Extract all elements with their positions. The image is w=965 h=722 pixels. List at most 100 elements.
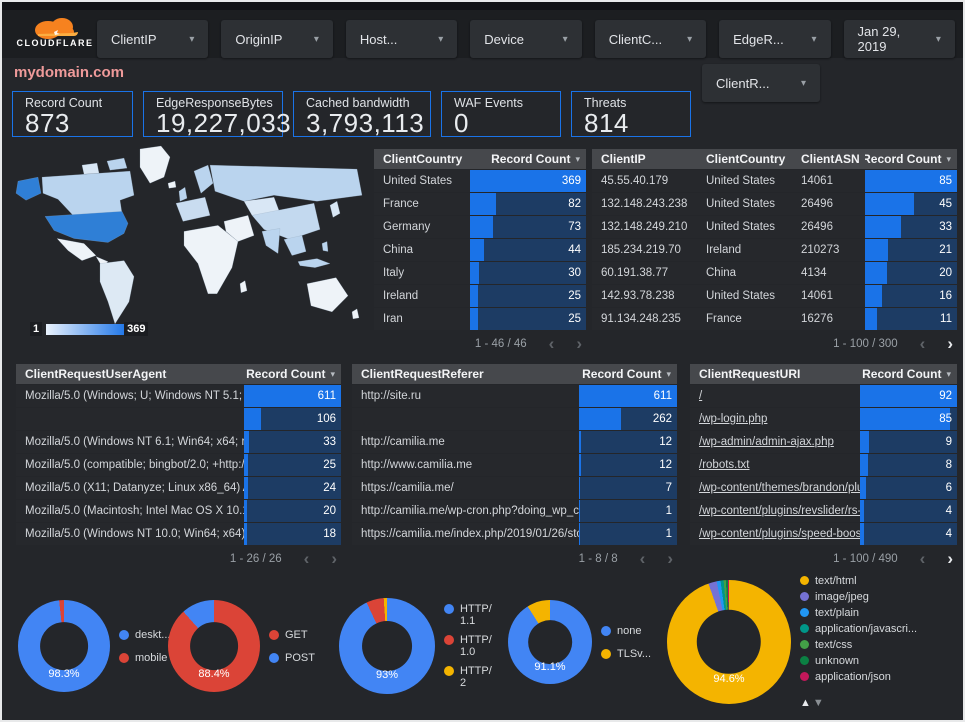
legend-color-dot xyxy=(800,624,809,633)
uri-link[interactable]: /wp-content/plugins/speed-booste... xyxy=(699,528,860,540)
table-cell: Iran xyxy=(383,313,403,325)
pagination-next-icon[interactable]: › xyxy=(331,549,337,568)
record-count-bar-cell: 20 xyxy=(244,500,341,522)
table-header-row: ClientRequestReferer Record Count ▾ xyxy=(352,364,677,384)
table-cell: United States xyxy=(383,175,453,187)
donut-percent-label: 91.1% xyxy=(534,661,566,674)
record-count-bar xyxy=(244,454,248,476)
pagination-next-icon[interactable]: › xyxy=(947,334,953,353)
pagination-prev-icon[interactable]: ‹ xyxy=(303,549,310,568)
pagination-prev-icon[interactable]: ‹ xyxy=(639,549,646,568)
record-count-value: 16 xyxy=(939,290,952,302)
scorecard-label: Threats xyxy=(584,96,627,110)
uri-link[interactable]: /wp-content/plugins/revslider/rs-p... xyxy=(699,505,860,517)
chevron-down-icon: ▾ xyxy=(562,33,568,45)
legend-color-dot xyxy=(800,592,809,601)
filter-chip-label: ClientC... xyxy=(608,31,663,47)
column-header-label: Record Count xyxy=(491,152,571,166)
column-header-label: ClientCountry xyxy=(383,152,463,166)
donut-legend: HTTP/1.1 HTTP/1.0 HTTP/2 xyxy=(444,603,496,689)
table-row: Germany 73 xyxy=(374,216,586,238)
record-count-value: 106 xyxy=(316,413,336,425)
table-row: Italy 30 xyxy=(374,262,586,284)
filter-chip-clientr[interactable]: ClientR... ▾ xyxy=(702,64,820,102)
chevron-down-icon: ▾ xyxy=(687,33,693,45)
pagination-next-icon[interactable]: › xyxy=(947,549,953,568)
record-count-bar xyxy=(865,262,887,284)
table-row: Mozilla/5.0 (X11; Datanyze; Linux x86_64… xyxy=(16,477,341,499)
table-cell: /wp-content/themes/brandon/plu... xyxy=(690,482,860,494)
record-count-value: 33 xyxy=(323,436,336,448)
filter-chip-clientc-[interactable]: ClientC... ▾ xyxy=(594,20,707,58)
legend-label: application/javascri... xyxy=(815,623,918,635)
column-header-label: ClientRequestURI xyxy=(699,367,801,381)
record-count-value: 11 xyxy=(940,313,952,325)
uri-link[interactable]: /wp-admin/admin-ajax.php xyxy=(699,436,834,448)
legend-scroll-down-icon[interactable]: ▼ xyxy=(812,697,826,709)
table-cell: United States xyxy=(706,175,776,187)
record-count-value: 9 xyxy=(945,436,952,448)
table-pagination: 1 - 8 / 8 ‹ › xyxy=(352,549,677,568)
record-count-bar xyxy=(244,500,248,522)
sort-column-header[interactable]: Record Count ▾ xyxy=(244,367,341,381)
sort-column-header[interactable]: Record Count ▾ xyxy=(470,152,586,166)
table-cell: France xyxy=(383,198,419,210)
legend-label: TLSv... xyxy=(617,647,652,660)
table-row: China 44 xyxy=(374,239,586,261)
record-count-bar xyxy=(579,431,581,453)
table-cell: 26496 xyxy=(801,221,833,233)
donut-hole xyxy=(696,609,762,675)
legend-scroll-up-icon[interactable]: ▲ xyxy=(800,697,813,709)
legend-color-dot xyxy=(269,652,279,663)
date-range-filter[interactable]: Jan 29, 2019 ▾ xyxy=(843,20,955,58)
cloudflare-wordmark: CLOUDFLARE xyxy=(16,38,94,48)
table-cell: /wp-content/plugins/revslider/rs-p... xyxy=(690,505,860,517)
sort-column-header[interactable]: Record Count ▾ xyxy=(579,367,677,381)
filter-chip-edger-[interactable]: EdgeR... ▾ xyxy=(719,20,831,58)
record-count-bar-cell: 20 xyxy=(865,262,957,284)
pagination-next-icon[interactable]: › xyxy=(576,334,582,353)
record-count-value: 25 xyxy=(568,290,581,302)
filter-chip-originip[interactable]: OriginIP ▾ xyxy=(221,20,333,58)
column-header-label: Record Count xyxy=(246,367,326,381)
uri-link[interactable]: /robots.txt xyxy=(699,459,750,471)
record-count-bar-cell: 25 xyxy=(470,285,586,307)
table-cell: 142.93.78.238 xyxy=(601,290,675,302)
uri-link[interactable]: /wp-login.php xyxy=(699,413,768,425)
filter-chip-clientip[interactable]: ClientIP ▾ xyxy=(97,20,209,58)
pagination-next-icon[interactable]: › xyxy=(667,549,673,568)
column-header: ClientCountry xyxy=(374,152,470,166)
table-row: /wp-content/plugins/speed-booste... 4 xyxy=(690,523,957,545)
legend-item: deskt... xyxy=(119,629,170,641)
table-row: Ireland 25 xyxy=(374,285,586,307)
table-row: United States 369 xyxy=(374,170,586,192)
http-version-donut: 93% xyxy=(339,598,435,694)
legend-label: HTTP/1.1 xyxy=(460,603,492,627)
table-row: http://camilia.me 12 xyxy=(352,431,677,453)
legend-item: application/json xyxy=(800,671,917,683)
table-row: / 92 xyxy=(690,385,957,407)
table-cell: Mozilla/5.0 (Windows NT 10.0; Win64; x64… xyxy=(25,528,244,540)
table-cell: 45.55.40.179 xyxy=(601,175,669,187)
column-header-label: ClientRequestReferer xyxy=(361,367,484,381)
record-count-bar-cell: 73 xyxy=(470,216,586,238)
legend-item: HTTP/1.1 xyxy=(444,603,496,627)
client-request-uri-table: ClientRequestURI Record Count ▾ / 92/wp-logi… xyxy=(690,364,957,568)
client-ip-table: ClientIP ClientCountry ClientASN Record Cou… xyxy=(592,149,957,353)
filter-chip-host-[interactable]: Host... ▾ xyxy=(345,20,458,58)
record-count-bar-cell: 6 xyxy=(860,477,957,499)
legend-label: text/css xyxy=(815,639,853,651)
sort-column-header[interactable]: Record Count ▾ xyxy=(860,367,957,381)
pagination-prev-icon[interactable]: ‹ xyxy=(919,549,926,568)
donut-percent-label: 88.4% xyxy=(198,667,230,680)
legend-label: unknown xyxy=(815,655,860,667)
pagination-prev-icon[interactable]: ‹ xyxy=(548,334,555,353)
uri-link[interactable]: /wp-content/themes/brandon/plu... xyxy=(699,482,860,494)
pagination-prev-icon[interactable]: ‹ xyxy=(919,334,926,353)
uri-link[interactable]: / xyxy=(699,390,703,402)
legend-color-dot xyxy=(119,652,129,663)
filter-chip-device[interactable]: Device ▾ xyxy=(470,20,582,58)
legend-color-dot xyxy=(800,656,809,665)
table-cell: http://www.camilia.me xyxy=(361,459,473,471)
sort-column-header[interactable]: Record Count ▾ xyxy=(865,152,957,166)
